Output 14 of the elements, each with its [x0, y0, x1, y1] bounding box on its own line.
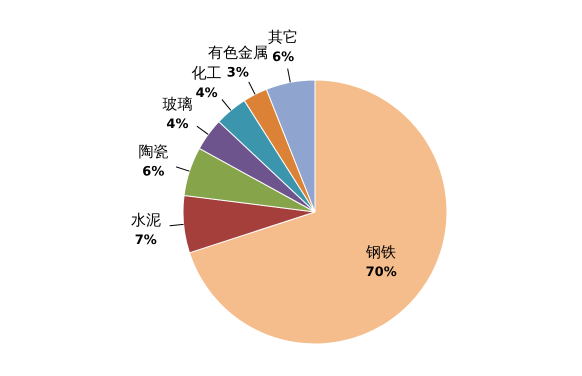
data-label: 7% [134, 233, 157, 248]
slice-label: 化工 [192, 64, 222, 82]
slice-label: 陶瓷 [138, 142, 168, 160]
slice-label: 水泥 [130, 211, 161, 229]
data-label: 4% [196, 86, 218, 102]
data-label: 6% [142, 164, 164, 180]
slice-label: 其它 [268, 28, 298, 46]
data-label: 70% [366, 265, 397, 280]
slice-label: 钢铁 [365, 243, 396, 262]
data-label: 4% [166, 117, 189, 132]
slice-label: 玻璃 [162, 95, 192, 114]
slice-label: 有色金属 [208, 44, 268, 62]
data-label: 3% [226, 66, 249, 81]
data-label: 6% [272, 50, 294, 66]
